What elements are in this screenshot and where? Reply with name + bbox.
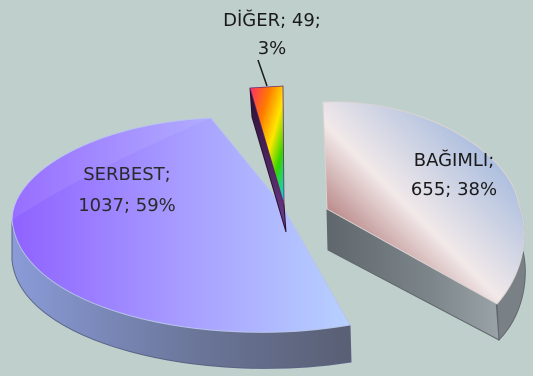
- label-diger-line2: 3%: [258, 38, 287, 59]
- label-diger-line1: DİĞER; 49;: [223, 9, 321, 31]
- data-labels: DİĞER; 49; 3% SERBEST; 1037; 59% BAĞIMLI…: [78, 9, 497, 216]
- slice-diger-top: [249, 85, 285, 205]
- slice-diger: [249, 85, 287, 233]
- slice-bagimli: [322, 101, 526, 342]
- label-bagimli-line1: BAĞIMLI;: [414, 149, 495, 171]
- diger-leader-line: [257, 59, 268, 87]
- slice-serbest: [11, 117, 352, 369]
- slice-serbest-highlight: [12, 118, 211, 220]
- label-bagimli-line2: 655; 38%: [411, 179, 497, 200]
- label-serbest-line2: 1037; 59%: [78, 195, 176, 216]
- slice-serbest-top: [11, 117, 351, 333]
- slice-bagimli-top: [322, 101, 525, 305]
- label-serbest-line1: SERBEST;: [83, 164, 171, 185]
